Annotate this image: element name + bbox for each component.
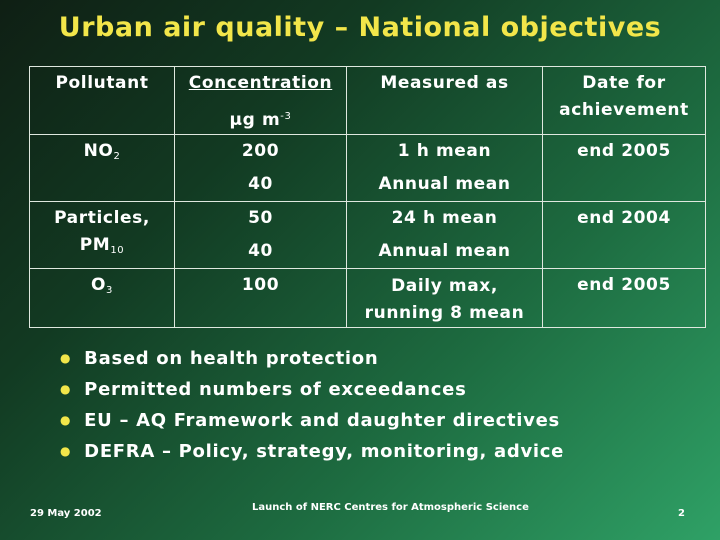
table-header-row: Pollutant Concentration µg m-3 Measured … <box>29 66 706 135</box>
date-cell: end 2005 <box>542 268 706 328</box>
footer-event: Launch of NERC Centres for Atmospheric S… <box>252 502 529 513</box>
list-item: ● Permitted numbers of exceedances <box>60 379 467 400</box>
concentration-cell: 50 40 <box>174 201 347 269</box>
measured-as-cell: 24 h mean Annual mean <box>346 201 543 269</box>
header-concentration: Concentration µg m-3 <box>174 66 347 135</box>
list-item: ● DEFRA – Policy, strategy, monitoring, a… <box>60 441 565 462</box>
table-row-particles: Particles, PM10 50 40 24 h mean Annual m… <box>29 201 706 269</box>
header-measured-as: Measured as <box>346 66 543 135</box>
pollutant-cell: O3 <box>29 268 175 328</box>
measured-as-cell: Daily max, running 8 mean <box>346 268 543 328</box>
pollutant-cell: Particles, PM10 <box>29 201 175 269</box>
page-number: 2 <box>678 508 685 519</box>
header-date: Date for achievement <box>542 66 706 135</box>
table-row-no2: NO2 200 40 1 h mean Annual mean end 2005 <box>29 134 706 202</box>
bullet-list: ● Based on health protection ● Permitted n… <box>60 345 564 469</box>
bullet-dot-icon: ● <box>60 382 72 396</box>
date-cell: end 2004 <box>542 201 706 269</box>
concentration-cell: 200 40 <box>174 134 347 202</box>
bullet-dot-icon: ● <box>60 444 72 458</box>
measured-as-cell: 1 h mean Annual mean <box>346 134 543 202</box>
slide-title: Urban air quality – National objectives <box>58 12 662 43</box>
date-cell: end 2005 <box>542 134 706 202</box>
list-item: ● Based on health protection <box>60 348 379 369</box>
list-item: ● EU – AQ Framework and daughter directiv… <box>60 410 560 431</box>
table-row-o3: O3 100 Daily max, running 8 mean end 200… <box>29 268 706 328</box>
header-pollutant: Pollutant <box>29 66 175 135</box>
bullet-dot-icon: ● <box>60 351 72 365</box>
concentration-unit: µg m-3 <box>229 110 292 130</box>
objectives-table: Pollutant Concentration µg m-3 Measured … <box>29 66 706 328</box>
footer-date: 29 May 2002 <box>30 508 102 519</box>
bullet-dot-icon: ● <box>60 413 72 427</box>
pollutant-cell: NO2 <box>29 134 175 202</box>
concentration-cell: 100 <box>174 268 347 328</box>
